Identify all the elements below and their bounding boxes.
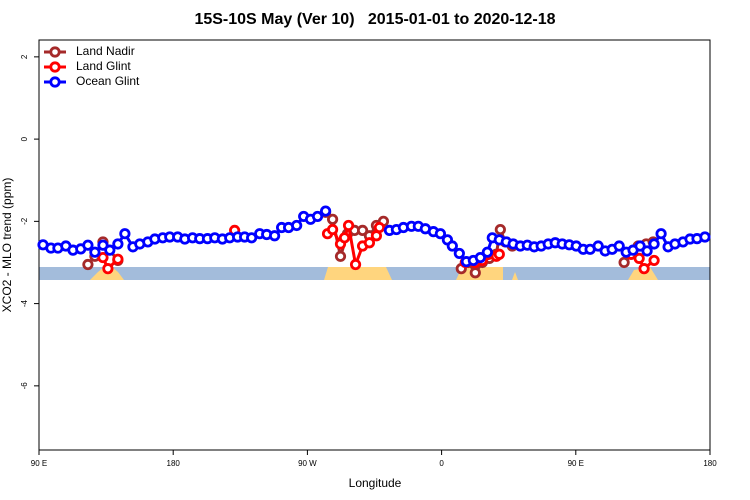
legend-marker — [49, 61, 61, 73]
data-point — [699, 231, 711, 243]
data-point — [613, 240, 625, 252]
data-point — [446, 240, 458, 252]
data-point — [494, 223, 506, 236]
data-point — [633, 252, 645, 264]
legend-marker — [49, 76, 61, 88]
legend-label: Ocean Glint — [76, 74, 140, 88]
y-tick-label: 2 — [20, 54, 29, 59]
data-point — [246, 232, 258, 244]
data-point — [434, 228, 447, 240]
data-point — [119, 228, 131, 240]
data-point — [592, 240, 604, 252]
data-point — [648, 254, 660, 267]
data-point — [338, 232, 351, 244]
data-point — [493, 248, 505, 260]
data-point — [112, 238, 124, 250]
land-band — [324, 267, 392, 280]
data-point — [342, 219, 355, 232]
data-point — [356, 224, 369, 237]
x-tick-label: 90 E — [31, 459, 47, 468]
data-point — [326, 213, 339, 225]
data-point — [363, 237, 376, 249]
x-axis-label: Longitude — [349, 476, 402, 490]
surface-mask — [39, 267, 710, 280]
data-point — [655, 228, 667, 240]
data-point — [97, 251, 109, 264]
data-point — [638, 263, 650, 275]
data-point — [618, 256, 630, 269]
x-tick-label: 0 — [439, 459, 444, 468]
y-axis-label: XCO2 - MLO trend (ppm) — [0, 178, 14, 313]
data-point — [82, 258, 94, 271]
data-point — [334, 250, 347, 262]
x-tick-label: 90 W — [298, 459, 317, 468]
data-point — [326, 223, 339, 236]
land-band — [512, 272, 518, 280]
data-point — [319, 205, 332, 217]
data-point — [648, 238, 660, 250]
chart-title: 15S-10S May (Ver 10) 2015-01-01 to 2020-… — [194, 11, 555, 28]
legend-label: Land Glint — [76, 59, 131, 73]
data-point — [469, 267, 481, 279]
data-point — [104, 244, 116, 256]
x-tick-label: 90 E — [568, 459, 584, 468]
data-point — [82, 239, 94, 251]
y-tick-label: -4 — [20, 299, 29, 307]
legend-label: Land Nadir — [76, 44, 135, 58]
data-point — [112, 253, 124, 265]
data-point — [481, 246, 493, 258]
data-point — [89, 246, 101, 258]
data-point — [268, 230, 281, 242]
data-point — [373, 221, 386, 234]
y-tick-label: -6 — [20, 382, 29, 390]
x-tick-label: 180 — [167, 459, 181, 468]
data-point — [641, 245, 653, 257]
data-point — [291, 219, 303, 232]
data-point — [349, 258, 362, 271]
data-point — [311, 210, 324, 223]
legend-marker — [49, 46, 61, 58]
y-tick-label: 0 — [20, 136, 29, 141]
data-point — [453, 247, 465, 260]
data-point — [102, 263, 114, 275]
data-point — [474, 251, 486, 264]
x-tick-label: 180 — [703, 459, 717, 468]
y-tick-label: -2 — [20, 217, 29, 225]
data-point — [634, 240, 646, 252]
